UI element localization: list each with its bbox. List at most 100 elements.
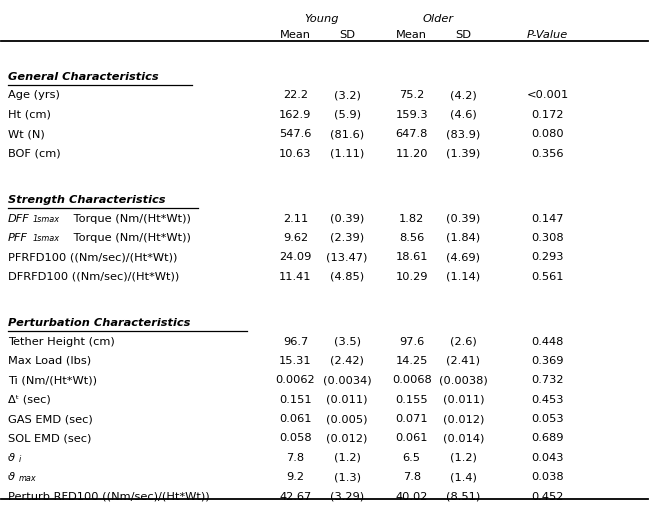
Text: 0.043: 0.043 (531, 452, 564, 462)
Text: 0.038: 0.038 (531, 471, 564, 481)
Text: (2.39): (2.39) (330, 232, 364, 242)
Text: 0.151: 0.151 (279, 394, 312, 404)
Text: P-Value: P-Value (527, 30, 568, 40)
Text: 0.732: 0.732 (531, 375, 564, 384)
Text: Max Load (lbs): Max Load (lbs) (8, 355, 91, 365)
Text: Mean: Mean (280, 30, 311, 40)
Text: 0.0062: 0.0062 (276, 375, 315, 384)
Text: PFRFD100 ((Nm/sec)/(Ht*Wt)): PFRFD100 ((Nm/sec)/(Ht*Wt)) (8, 252, 177, 262)
Text: (0.011): (0.011) (326, 394, 368, 404)
Text: (13.47): (13.47) (326, 252, 368, 262)
Text: ϑ: ϑ (8, 471, 15, 481)
Text: 14.25: 14.25 (395, 355, 428, 365)
Text: 7.8: 7.8 (286, 452, 304, 462)
Text: 11.41: 11.41 (279, 271, 312, 281)
Text: (0.014): (0.014) (443, 433, 484, 442)
Text: 6.5: 6.5 (403, 452, 421, 462)
Text: (0.39): (0.39) (447, 213, 480, 223)
Text: 0.061: 0.061 (279, 413, 312, 423)
Text: Age (yrs): Age (yrs) (8, 90, 60, 100)
Text: DFRFD100 ((Nm/sec)/(Ht*Wt)): DFRFD100 ((Nm/sec)/(Ht*Wt)) (8, 271, 179, 281)
Text: Ti (Nm/(Ht*Wt)): Ti (Nm/(Ht*Wt)) (8, 375, 97, 384)
Text: 162.9: 162.9 (279, 110, 312, 120)
Text: 0.453: 0.453 (531, 394, 564, 404)
Text: (3.5): (3.5) (334, 336, 361, 346)
Text: 0.155: 0.155 (395, 394, 428, 404)
Text: Tether Height (cm): Tether Height (cm) (8, 336, 115, 346)
Text: 10.29: 10.29 (395, 271, 428, 281)
Text: 9.62: 9.62 (283, 232, 308, 242)
Text: 0.0068: 0.0068 (392, 375, 432, 384)
Text: (3.2): (3.2) (334, 90, 361, 100)
Text: (81.6): (81.6) (330, 129, 364, 139)
Text: (2.6): (2.6) (450, 336, 477, 346)
Text: max: max (19, 473, 36, 482)
Text: Ht (cm): Ht (cm) (8, 110, 51, 120)
Text: 2.11: 2.11 (283, 213, 308, 223)
Text: SD: SD (456, 30, 471, 40)
Text: (1.3): (1.3) (334, 471, 361, 481)
Text: (1.39): (1.39) (447, 148, 480, 158)
Text: (2.41): (2.41) (447, 355, 480, 365)
Text: 11.20: 11.20 (395, 148, 428, 158)
Text: <0.001: <0.001 (526, 90, 569, 100)
Text: (3.29): (3.29) (330, 490, 364, 500)
Text: (1.2): (1.2) (334, 452, 361, 462)
Text: 1.82: 1.82 (399, 213, 424, 223)
Text: SOL EMD (sec): SOL EMD (sec) (8, 433, 92, 442)
Text: 0.172: 0.172 (531, 110, 564, 120)
Text: Perturbation Characteristics: Perturbation Characteristics (8, 318, 190, 328)
Text: DFF: DFF (8, 213, 30, 223)
Text: 40.02: 40.02 (395, 490, 428, 500)
Text: GAS EMD (sec): GAS EMD (sec) (8, 413, 93, 423)
Text: (1.2): (1.2) (450, 452, 477, 462)
Text: (2.42): (2.42) (330, 355, 364, 365)
Text: 0.308: 0.308 (531, 232, 564, 242)
Text: (5.9): (5.9) (334, 110, 361, 120)
Text: 8.56: 8.56 (399, 232, 424, 242)
Text: Mean: Mean (397, 30, 427, 40)
Text: (83.9): (83.9) (447, 129, 480, 139)
Text: (4.69): (4.69) (447, 252, 480, 262)
Text: 75.2: 75.2 (399, 90, 424, 100)
Text: 0.293: 0.293 (531, 252, 564, 262)
Text: (4.6): (4.6) (450, 110, 477, 120)
Text: (4.2): (4.2) (450, 90, 477, 100)
Text: 0.448: 0.448 (532, 336, 563, 346)
Text: PFF: PFF (8, 232, 28, 242)
Text: 0.147: 0.147 (531, 213, 564, 223)
Text: ϑ: ϑ (8, 452, 15, 462)
Text: 7.8: 7.8 (402, 471, 421, 481)
Text: (1.4): (1.4) (450, 471, 477, 481)
Text: 10.63: 10.63 (279, 148, 312, 158)
Text: 9.2: 9.2 (286, 471, 304, 481)
Text: Torque (Nm/(Ht*Wt)): Torque (Nm/(Ht*Wt)) (70, 213, 191, 223)
Text: (1.84): (1.84) (447, 232, 480, 242)
Text: 15.31: 15.31 (279, 355, 312, 365)
Text: 0.071: 0.071 (395, 413, 428, 423)
Text: Strength Characteristics: Strength Characteristics (8, 195, 165, 205)
Text: 0.058: 0.058 (279, 433, 312, 442)
Text: (1.14): (1.14) (447, 271, 480, 281)
Text: Perturb RFD100 ((Nm/sec)/(Ht*Wt)): Perturb RFD100 ((Nm/sec)/(Ht*Wt)) (8, 490, 210, 500)
Text: 42.67: 42.67 (279, 490, 312, 500)
Text: 547.6: 547.6 (279, 129, 312, 139)
Text: (4.85): (4.85) (330, 271, 364, 281)
Text: 24.09: 24.09 (279, 252, 312, 262)
Text: (8.51): (8.51) (447, 490, 480, 500)
Text: 0.689: 0.689 (531, 433, 564, 442)
Text: i: i (19, 454, 21, 463)
Text: (0.012): (0.012) (326, 433, 368, 442)
Text: 1smax: 1smax (32, 234, 60, 243)
Text: Young: Young (304, 14, 339, 24)
Text: 1smax: 1smax (32, 215, 60, 224)
Text: 0.061: 0.061 (395, 433, 428, 442)
Text: 0.053: 0.053 (531, 413, 564, 423)
Text: 647.8: 647.8 (395, 129, 428, 139)
Text: (0.0034): (0.0034) (323, 375, 371, 384)
Text: General Characteristics: General Characteristics (8, 72, 158, 82)
Text: 0.561: 0.561 (531, 271, 564, 281)
Text: 159.3: 159.3 (395, 110, 428, 120)
Text: (1.11): (1.11) (330, 148, 364, 158)
Text: SD: SD (339, 30, 355, 40)
